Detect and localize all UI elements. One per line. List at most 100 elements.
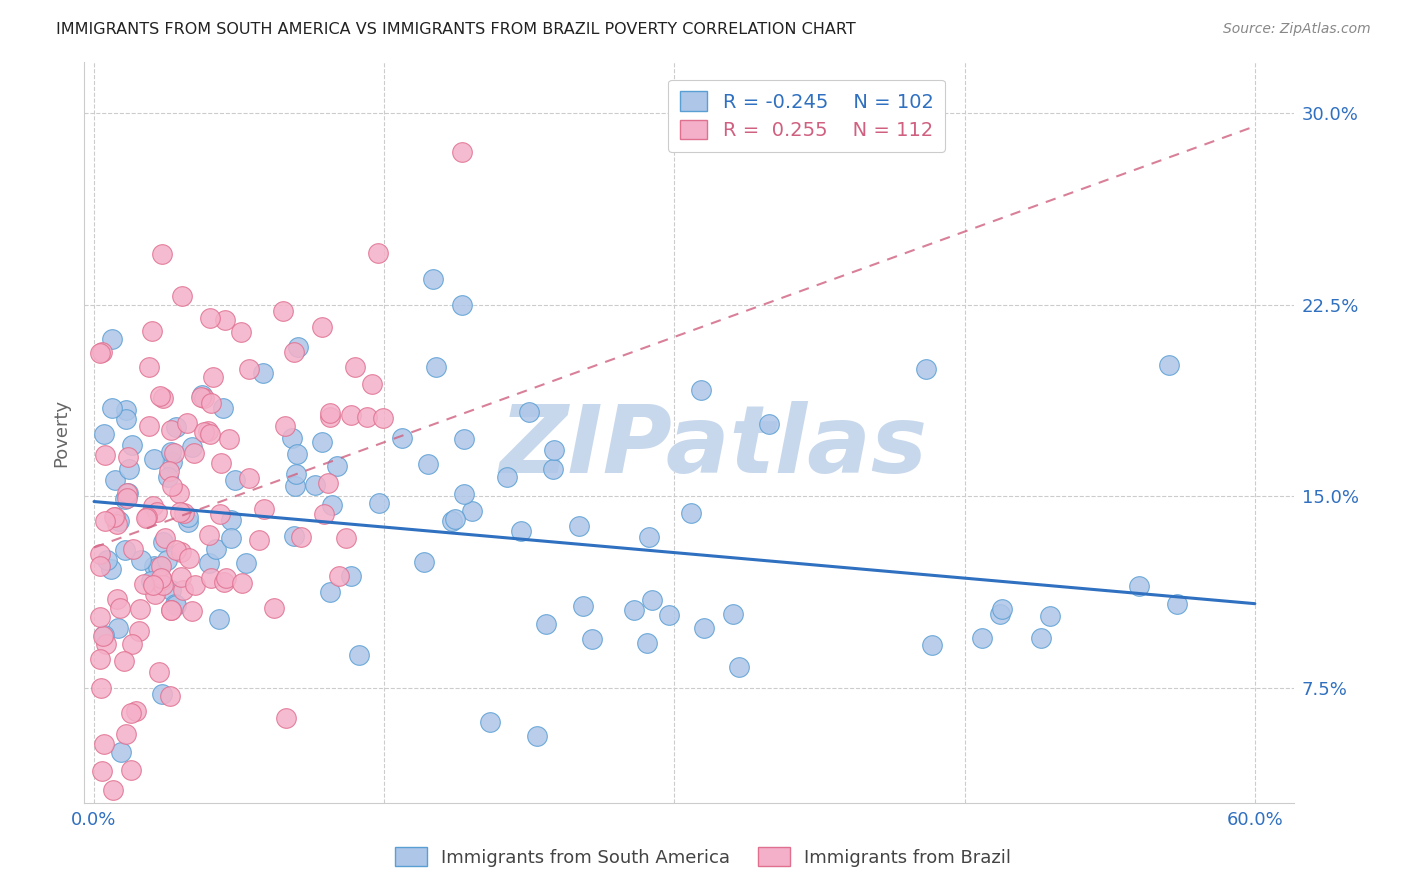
Point: [219, 531, 242, 545]
Point: [159, 582, 181, 597]
Point: [335, 531, 357, 545]
Point: [197, 424, 219, 438]
Point: [120, 763, 142, 777]
Point: [93, 514, 115, 528]
Point: [311, 320, 333, 334]
Point: [165, 543, 187, 558]
Point: [1128, 579, 1150, 593]
Point: [198, 527, 221, 541]
Point: [129, 553, 152, 567]
Point: [163, 446, 186, 460]
Point: [108, 601, 131, 615]
Point: [177, 510, 200, 524]
Point: [314, 507, 336, 521]
Point: [391, 431, 413, 445]
Point: [105, 592, 128, 607]
Point: [915, 361, 938, 376]
Point: [101, 332, 124, 346]
Point: [115, 491, 138, 505]
Point: [167, 486, 190, 500]
Point: [198, 427, 221, 442]
Point: [114, 492, 136, 507]
Point: [150, 559, 173, 574]
Point: [681, 506, 703, 520]
Point: [285, 467, 308, 481]
Point: [287, 340, 309, 354]
Point: [193, 391, 215, 405]
Point: [274, 711, 297, 725]
Point: [89, 547, 111, 561]
Point: [172, 582, 194, 597]
Point: [177, 515, 200, 529]
Point: [193, 425, 215, 439]
Point: [209, 456, 232, 470]
Point: [150, 573, 173, 587]
Point: [1159, 358, 1181, 372]
Point: [214, 312, 236, 326]
Point: [723, 607, 745, 622]
Point: [450, 298, 472, 312]
Point: [1166, 597, 1188, 611]
Point: [163, 598, 186, 612]
Point: [253, 502, 276, 516]
Point: [425, 359, 447, 374]
Point: [368, 496, 391, 510]
Point: [343, 359, 366, 374]
Point: [160, 455, 183, 469]
Point: [155, 531, 177, 545]
Point: [412, 555, 434, 569]
Point: [198, 310, 221, 325]
Point: [543, 462, 565, 476]
Point: [89, 345, 111, 359]
Point: [534, 616, 557, 631]
Point: [170, 570, 193, 584]
Point: [160, 603, 183, 617]
Point: [114, 542, 136, 557]
Point: [91, 629, 114, 643]
Point: [139, 574, 162, 588]
Point: [117, 486, 139, 500]
Point: [103, 509, 125, 524]
Point: [91, 764, 114, 779]
Legend: R = -0.245    N = 102, R =  0.255    N = 112: R = -0.245 N = 102, R = 0.255 N = 112: [668, 79, 945, 152]
Point: [284, 479, 307, 493]
Point: [173, 507, 195, 521]
Point: [972, 631, 994, 645]
Text: ZIPatlas: ZIPatlas: [499, 401, 927, 493]
Point: [100, 561, 122, 575]
Point: [211, 401, 233, 416]
Point: [177, 550, 200, 565]
Point: [247, 533, 270, 547]
Point: [319, 585, 342, 599]
Point: [283, 529, 305, 543]
Point: [89, 652, 111, 666]
Point: [101, 783, 124, 797]
Point: [319, 409, 342, 424]
Point: [517, 405, 540, 419]
Point: [112, 654, 135, 668]
Point: [252, 366, 274, 380]
Point: [143, 586, 166, 600]
Point: [184, 578, 207, 592]
Point: [150, 247, 173, 261]
Point: [142, 499, 165, 513]
Point: [160, 479, 183, 493]
Point: [104, 509, 127, 524]
Point: [105, 517, 128, 532]
Point: [149, 389, 172, 403]
Point: [169, 505, 191, 519]
Point: [271, 304, 294, 318]
Point: [90, 345, 112, 359]
Point: [283, 344, 305, 359]
Point: [176, 417, 198, 431]
Point: [453, 432, 475, 446]
Point: [114, 403, 136, 417]
Point: [208, 508, 231, 522]
Point: [104, 473, 127, 487]
Point: [318, 476, 340, 491]
Point: [1031, 631, 1053, 645]
Point: [572, 599, 595, 613]
Point: [460, 504, 482, 518]
Point: [238, 361, 260, 376]
Point: [208, 611, 231, 625]
